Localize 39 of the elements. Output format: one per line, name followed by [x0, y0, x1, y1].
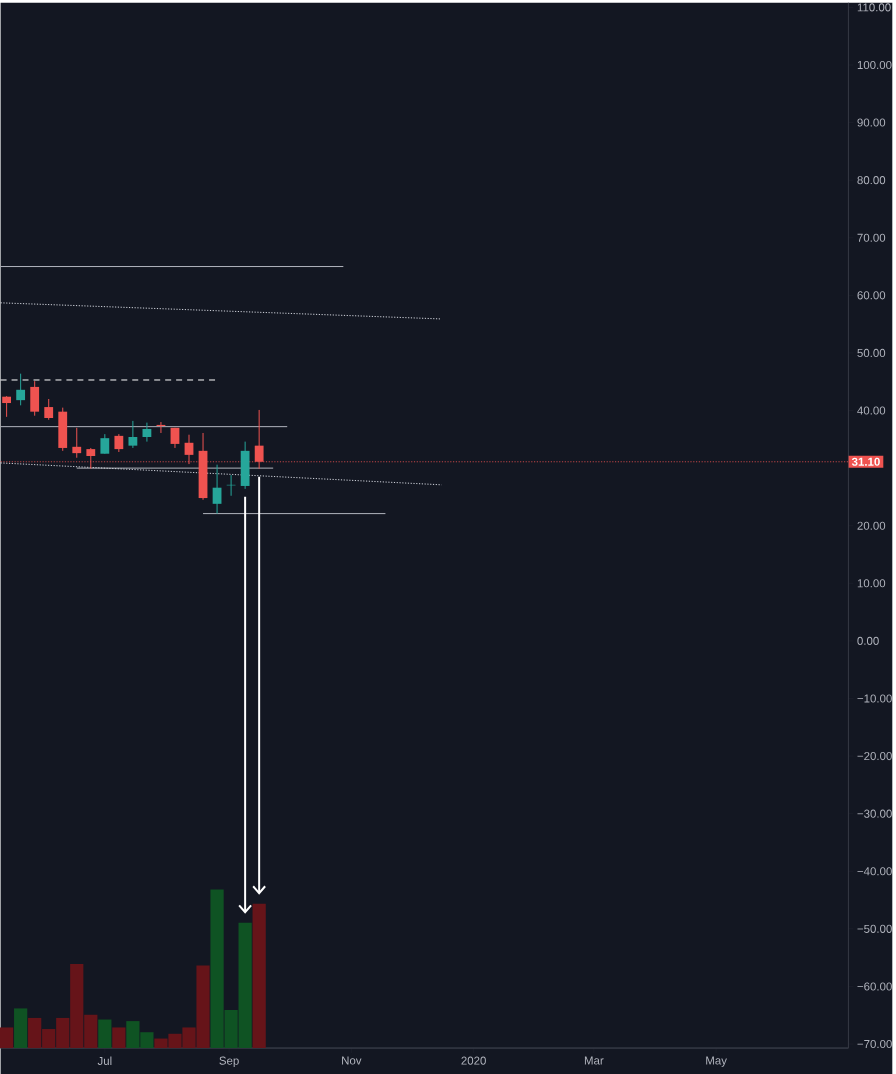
x-tick-label: 2020: [461, 1056, 487, 1065]
candlestick: [86, 447, 96, 470]
y-tick-label: 90.00: [857, 118, 886, 127]
candlestick: [100, 433, 110, 455]
y-tick-label: 100.00: [857, 60, 892, 70]
candlestick: [128, 420, 138, 449]
y-tick-label: −60.00: [857, 982, 893, 991]
bar: [252, 903, 266, 1049]
candlestick: [16, 373, 26, 406]
x-tick-label: Nov: [342, 1056, 362, 1065]
bar: [98, 1019, 112, 1049]
y-tick-label: 40.00: [857, 406, 886, 415]
y-tick-label: 0.00: [857, 636, 879, 645]
x-tick-label: Mar: [585, 1056, 604, 1065]
y-tick-label: −40.00: [857, 867, 893, 876]
candlestick: [142, 422, 152, 443]
y-tick-label: 50.00: [857, 348, 886, 357]
bar: [0, 1027, 14, 1049]
y-tick-label: −30.00: [857, 809, 893, 818]
bar: [14, 1008, 28, 1049]
y-tick-label: −20.00: [857, 752, 893, 761]
y-tick-label: −50.00: [857, 924, 893, 933]
y-tick-label: 60.00: [857, 291, 886, 300]
bar: [112, 1027, 126, 1049]
x-tick-label: Jul: [97, 1056, 112, 1065]
y-tick-label: 70.00: [857, 233, 886, 242]
x-tick-label: Sep: [219, 1056, 239, 1067]
candlestick: [212, 464, 222, 515]
y-tick-label: 110.00: [857, 3, 891, 12]
candlestick: [72, 427, 82, 459]
y-tick-label: 80.00: [857, 176, 886, 185]
ref-line-label: 31.10: [852, 457, 881, 466]
candlestick: [2, 395, 12, 418]
y-tick-label: −10.00: [857, 694, 893, 703]
y-tick-label: 10.00: [857, 579, 886, 588]
y-tick-label: 20.00: [857, 521, 886, 530]
y-tick-label: −70.00: [857, 1039, 893, 1049]
x-tick-label: May: [706, 1056, 728, 1067]
candlestick: [44, 398, 54, 421]
